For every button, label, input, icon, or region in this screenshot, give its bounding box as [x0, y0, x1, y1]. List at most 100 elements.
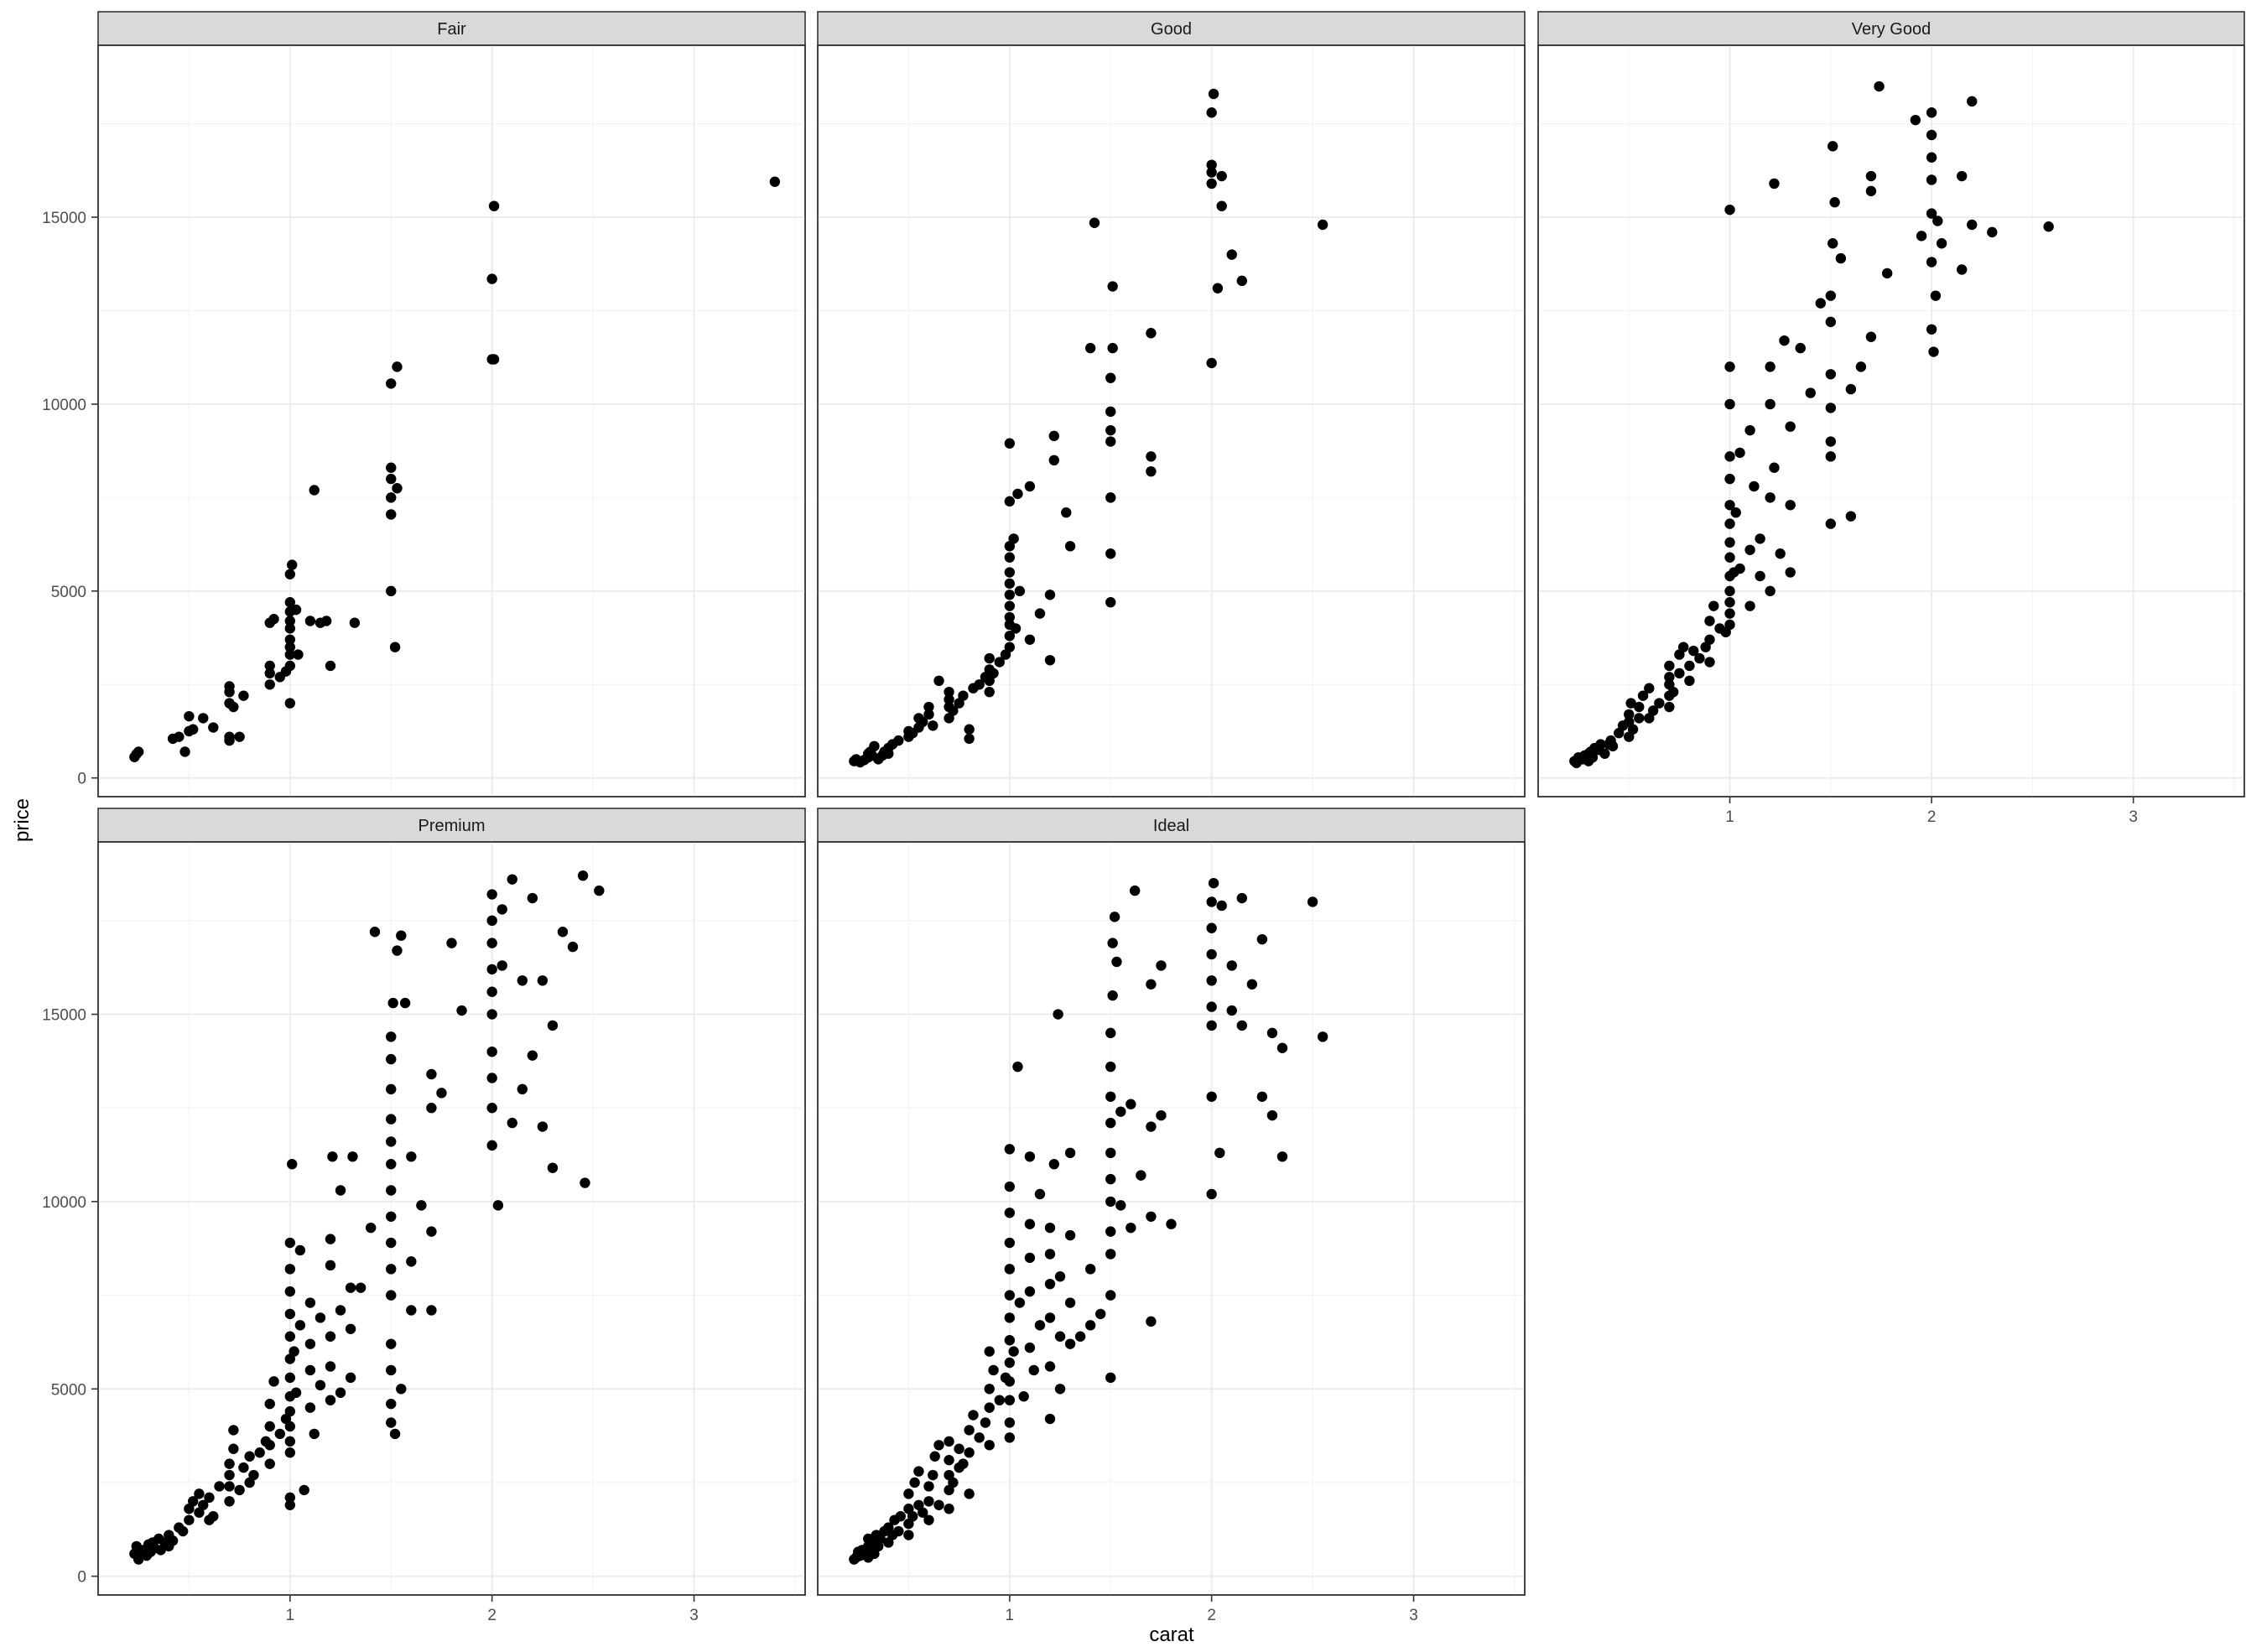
- data-point: [1107, 990, 1118, 1001]
- data-point: [1012, 488, 1023, 500]
- strip-label-very-good: Very Good: [1852, 20, 1931, 39]
- data-point: [984, 1346, 995, 1357]
- data-point: [974, 1432, 985, 1443]
- data-point: [1734, 563, 1745, 574]
- data-point: [1724, 204, 1735, 216]
- data-point: [1084, 1264, 1096, 1275]
- data-point: [179, 746, 190, 757]
- x-tick-label: 3: [1409, 1607, 1418, 1624]
- data-point: [1795, 342, 1806, 354]
- data-point: [204, 1492, 215, 1504]
- plot-area-very-good: [1537, 44, 2245, 797]
- data-point: [1769, 178, 1780, 190]
- data-point: [1865, 170, 1877, 182]
- data-point: [1074, 1331, 1086, 1342]
- data-point: [1825, 369, 1837, 380]
- data-point: [1684, 675, 1695, 687]
- data-point: [567, 941, 579, 953]
- data-point: [486, 1046, 497, 1057]
- data-point: [228, 1443, 239, 1454]
- data-point: [1855, 361, 1867, 372]
- data-point: [1024, 481, 1036, 492]
- data-point: [1044, 655, 1056, 666]
- panel-border-fair: [97, 44, 806, 797]
- data-point: [1926, 107, 1937, 118]
- data-point: [389, 1428, 401, 1440]
- data-point: [537, 975, 549, 986]
- data-point: [1815, 298, 1826, 309]
- data-point: [1109, 912, 1120, 922]
- data-point: [446, 938, 457, 948]
- data-point: [1206, 896, 1217, 907]
- data-point: [1105, 1117, 1116, 1129]
- data-point: [133, 746, 144, 757]
- data-point: [497, 904, 507, 915]
- data-point: [1010, 623, 1022, 634]
- data-point: [1827, 141, 1838, 152]
- data-point: [224, 681, 235, 692]
- data-point: [392, 361, 403, 372]
- data-point: [1018, 1391, 1029, 1402]
- plot-area-fair: [97, 44, 806, 797]
- data-point: [492, 1200, 504, 1211]
- data-point: [426, 1068, 437, 1080]
- data-point: [1317, 219, 1328, 231]
- y-tick-label: 0: [77, 771, 86, 788]
- data-point: [287, 1159, 298, 1170]
- data-point: [1048, 430, 1060, 442]
- data-point: [436, 1088, 447, 1099]
- data-point: [304, 1297, 316, 1308]
- data-point: [486, 938, 497, 948]
- data-point: [918, 716, 928, 728]
- data-point: [486, 986, 497, 997]
- data-point: [869, 740, 880, 752]
- data-point: [284, 1499, 296, 1510]
- data-point: [1835, 252, 1847, 264]
- gridlines-fair: [98, 45, 805, 797]
- data-point: [1146, 328, 1157, 339]
- data-point: [1105, 596, 1116, 608]
- strip-label-good: Good: [1151, 20, 1192, 39]
- data-point: [547, 1162, 559, 1173]
- data-point: [1044, 1413, 1056, 1425]
- data-point: [167, 1535, 179, 1546]
- data-point: [1105, 1027, 1116, 1039]
- data-point: [1095, 1308, 1106, 1320]
- data-point: [486, 889, 497, 900]
- data-point: [386, 1417, 397, 1428]
- data-point: [1146, 1121, 1157, 1132]
- data-point: [507, 874, 517, 885]
- data-point: [1236, 892, 1248, 904]
- panel-border-very-good: [1537, 44, 2245, 797]
- data-point: [594, 885, 605, 896]
- data-point: [345, 1282, 356, 1293]
- data-point: [386, 492, 397, 503]
- data-point: [1926, 152, 1937, 163]
- data-point: [1004, 1290, 1016, 1301]
- x-tick-label: 2: [487, 1607, 497, 1624]
- data-point: [1779, 335, 1790, 346]
- data-point: [1625, 698, 1636, 709]
- data-point: [1156, 1109, 1167, 1121]
- data-point: [964, 1425, 975, 1436]
- data-point: [1587, 751, 1599, 763]
- data-point: [893, 735, 904, 746]
- data-point: [1004, 1208, 1016, 1218]
- data-point: [1004, 1312, 1016, 1323]
- data-point: [416, 1200, 427, 1211]
- strip-good: [817, 11, 1526, 46]
- data-point: [184, 710, 195, 722]
- x-tick-label: 2: [1927, 808, 1937, 826]
- data-point: [486, 1073, 497, 1083]
- data-point: [284, 623, 296, 634]
- data-point: [1004, 578, 1016, 590]
- data-point: [1307, 896, 1318, 907]
- data-point: [1146, 465, 1157, 477]
- data-point: [1214, 1147, 1225, 1159]
- data-point: [238, 1462, 249, 1473]
- data-point: [1004, 1432, 1016, 1443]
- data-point: [1654, 698, 1665, 709]
- data-point: [224, 731, 235, 742]
- y-axis-title: price: [11, 798, 34, 842]
- data-point: [386, 473, 397, 485]
